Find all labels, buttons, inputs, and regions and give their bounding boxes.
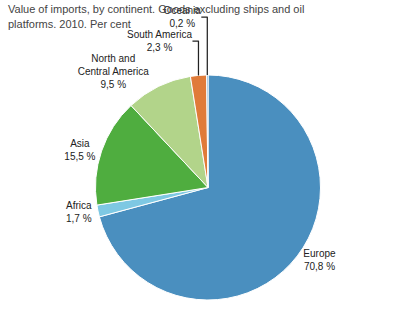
svg-text:North andCentral America9,5 %: North andCentral America9,5 % [78,53,150,90]
svg-text:Asia15,5 %: Asia15,5 % [64,138,95,162]
svg-text:Value of imports, by continent: Value of imports, by continent. Goods ex… [8,3,304,29]
svg-text:Europe70,8 %: Europe70,8 % [303,248,336,272]
svg-text:South America2,3 %: South America2,3 % [127,29,192,53]
svg-text:Africa1,7 %: Africa1,7 % [66,200,92,224]
svg-text:Oceania0,2 %: Oceania0,2 % [164,5,202,29]
